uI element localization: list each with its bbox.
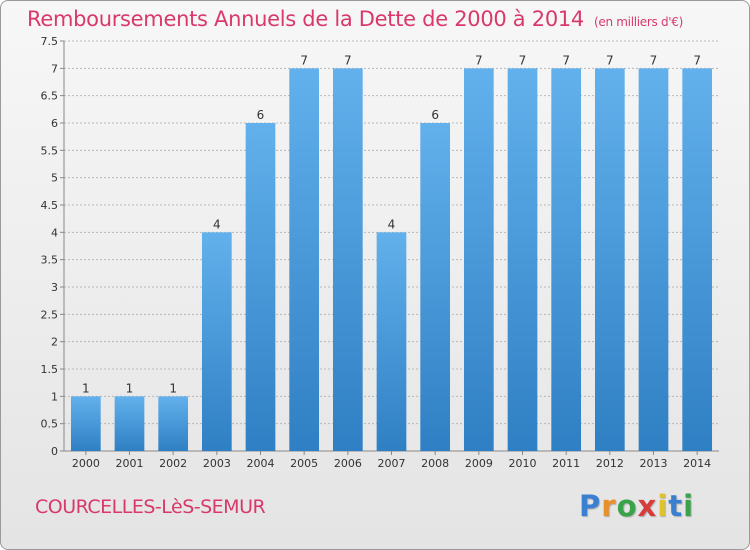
x-tick-label-2008: 2008: [421, 457, 449, 470]
bar-2002: [158, 396, 189, 451]
x-tick-label-2002: 2002: [159, 457, 187, 470]
y-tick-label: 2: [51, 336, 58, 349]
y-tick-label: 5.5: [41, 144, 59, 157]
chart-subtitle: (en milliers d'€): [594, 15, 684, 29]
bars: [70, 68, 713, 451]
data-label-2013: 7: [650, 53, 658, 67]
y-tick-label: 0.5: [41, 418, 59, 431]
bar-2004: [245, 123, 276, 451]
bar-2012: [594, 68, 625, 451]
bar-2001: [114, 396, 145, 451]
y-tick-label: 7: [51, 62, 58, 75]
y-tick-label: 1: [51, 390, 58, 403]
x-tick-labels: 2000 2001 2002 2003 2004 2005 2006 2007 2008 2009…: [72, 451, 711, 470]
data-label-2005: 7: [300, 53, 308, 67]
data-label-2012: 7: [606, 53, 614, 67]
x-tick-label-2009: 2009: [465, 457, 493, 470]
x-tick-label-2000: 2000: [72, 457, 100, 470]
x-tick-label-2001: 2001: [116, 457, 144, 470]
data-label-2007: 4: [388, 217, 396, 231]
x-tick-label-2004: 2004: [247, 457, 275, 470]
data-label-2004: 6: [257, 108, 265, 122]
chart-title: Remboursements Annuels de la Dette de 20…: [27, 7, 683, 31]
x-tick-label-2012: 2012: [596, 457, 624, 470]
y-tick-label: 3.5: [41, 254, 59, 267]
data-label-2009: 7: [475, 53, 483, 67]
bar-2005: [289, 68, 320, 451]
y-tick-labels: 0 0.5 1 1.5 2 2.5 3 3.5 4 4.5 5 5.5 6 6.5 7 7.5: [41, 35, 59, 458]
chart-title-text: Remboursements Annuels de la Dette de 20…: [27, 7, 584, 31]
proxiti-logo: Proxiti: [579, 489, 695, 523]
data-label-2001: 1: [126, 381, 134, 395]
bar-2006: [332, 68, 363, 451]
y-tick-label: 3: [51, 281, 58, 294]
bar-2000: [70, 396, 101, 451]
x-tick-label-2013: 2013: [640, 457, 668, 470]
data-label-2006: 7: [344, 53, 352, 67]
bar-2008: [420, 123, 451, 451]
bar-2010: [507, 68, 538, 451]
bar-2009: [463, 68, 494, 451]
x-tick-label-2014: 2014: [683, 457, 711, 470]
town-name: COURCELLES-LèS-SEMUR: [35, 496, 266, 518]
data-label-2008: 6: [431, 108, 439, 122]
y-tick-label: 4.5: [41, 199, 59, 212]
x-tick-label-2003: 2003: [203, 457, 231, 470]
y-tick-label: 1.5: [41, 363, 59, 376]
x-tick-label-2007: 2007: [378, 457, 406, 470]
data-label-2000: 1: [82, 381, 90, 395]
y-tick-label: 6.5: [41, 90, 59, 103]
x-tick-label-2011: 2011: [552, 457, 580, 470]
bar-2007: [376, 232, 407, 451]
bar-2013: [638, 68, 669, 451]
x-tick-label-2010: 2010: [509, 457, 537, 470]
data-label-2003: 4: [213, 217, 221, 231]
x-tick-label-2005: 2005: [290, 457, 318, 470]
y-tick-label: 7.5: [41, 35, 59, 48]
bar-2014: [682, 68, 713, 451]
y-tick-label: 5: [51, 172, 58, 185]
bar-2003: [201, 232, 232, 451]
bar-2011: [551, 68, 582, 451]
y-tick-label: 4: [51, 226, 58, 239]
data-label-2011: 7: [562, 53, 570, 67]
y-tick-label: 0: [51, 445, 58, 458]
y-tick-label: 2.5: [41, 308, 59, 321]
data-label-2002: 1: [169, 381, 177, 395]
data-labels: 1 1 1 4 6 7 7 4 6 7 7 7 7 7 7: [82, 53, 701, 395]
x-tick-label-2006: 2006: [334, 457, 362, 470]
data-label-2010: 7: [519, 53, 527, 67]
data-label-2014: 7: [693, 53, 701, 67]
y-tick-label: 6: [51, 117, 58, 130]
